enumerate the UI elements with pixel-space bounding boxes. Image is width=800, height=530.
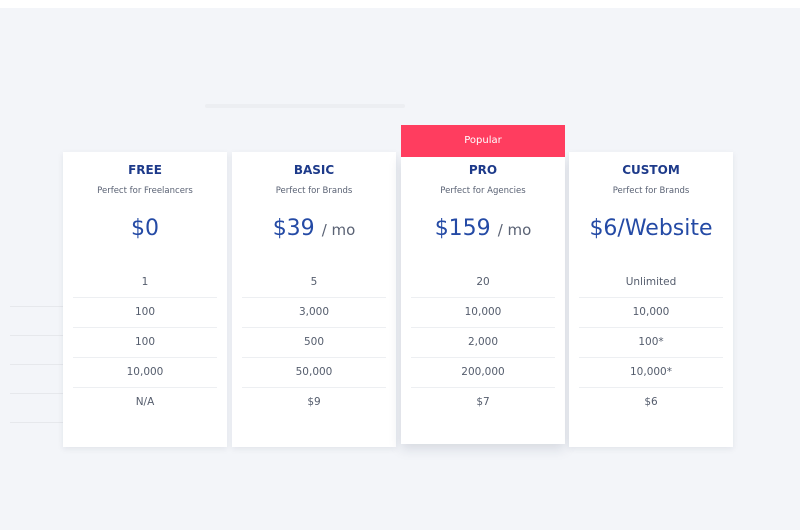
feature-value: 10,000 <box>411 298 555 328</box>
plan-subtitle: Perfect for Agencies <box>440 186 526 196</box>
plan-price: $39 / mo <box>232 216 396 256</box>
divider <box>10 306 63 307</box>
plan-price: $159 / mo <box>401 216 565 256</box>
plan-subtitle: Perfect for Brands <box>612 186 690 196</box>
divider <box>10 364 63 365</box>
plan-subtitle: Perfect for Freelancers <box>97 186 193 196</box>
feature-value: 200,000 <box>411 358 555 388</box>
plan-card: CUSTOM Perfect for Brands $6/Website Unlimi… <box>569 152 733 447</box>
divider <box>10 393 63 394</box>
plan-card: Popular PRO Perfect for Agencies $159 / mo 2… <box>401 125 565 444</box>
feature-list: 1 100 100 10,000 N/A <box>63 268 227 417</box>
feature-value: 100 <box>73 298 217 328</box>
feature-value: N/A <box>135 396 155 408</box>
divider <box>10 422 63 423</box>
feature-value: $6 <box>644 396 658 408</box>
price-amount: $159 <box>434 216 491 241</box>
feature-value: 100* <box>579 328 723 358</box>
plan-name: FREE <box>128 163 162 177</box>
feature-value: 5 <box>242 268 386 298</box>
feature-list: 5 3,000 500 50,000 $9 <box>232 268 396 417</box>
badge: Popular <box>401 125 565 157</box>
price-unit: / mo <box>497 221 532 239</box>
plan-name: PRO <box>468 163 498 177</box>
decor <box>205 104 405 108</box>
price-amount: $0 <box>131 216 159 241</box>
plan-price: $0 <box>63 216 227 256</box>
feature-value: 50,000 <box>242 358 386 388</box>
feature-value: 10,000* <box>579 358 723 388</box>
price-unit: / mo <box>321 221 356 239</box>
feature-value: 2,000 <box>411 328 555 358</box>
plan-name: CUSTOM <box>622 163 680 177</box>
feature-list: Unlimited 10,000 100* 10,000* $6 <box>569 268 733 417</box>
plan-name: BASIC <box>293 163 335 177</box>
feature-value: 1 <box>73 268 217 298</box>
feature-value: 100 <box>73 328 217 358</box>
feature-value: 20 <box>411 268 555 298</box>
price-amount: $6/Website <box>589 216 713 241</box>
feature-value: 500 <box>242 328 386 358</box>
feature-value: Unlimited <box>579 268 723 298</box>
plan-card: FREE Perfect for Freelancers $0 1 100 100 10,0… <box>63 152 227 447</box>
feature-value: $9 <box>307 396 321 408</box>
plan-card: BASIC Perfect for Brands $39 / mo 5 3,000 500… <box>232 152 396 447</box>
feature-value: $7 <box>476 396 490 408</box>
feature-value: 10,000 <box>579 298 723 328</box>
feature-list: 20 10,000 2,000 200,000 $7 <box>401 268 565 417</box>
plan-price: $6/Website <box>569 216 733 256</box>
plan-subtitle: Perfect for Brands <box>275 186 353 196</box>
price-amount: $39 <box>272 216 315 241</box>
divider <box>10 335 63 336</box>
feature-value: 10,000 <box>73 358 217 388</box>
top-bar <box>0 0 800 8</box>
feature-value: 3,000 <box>242 298 386 328</box>
